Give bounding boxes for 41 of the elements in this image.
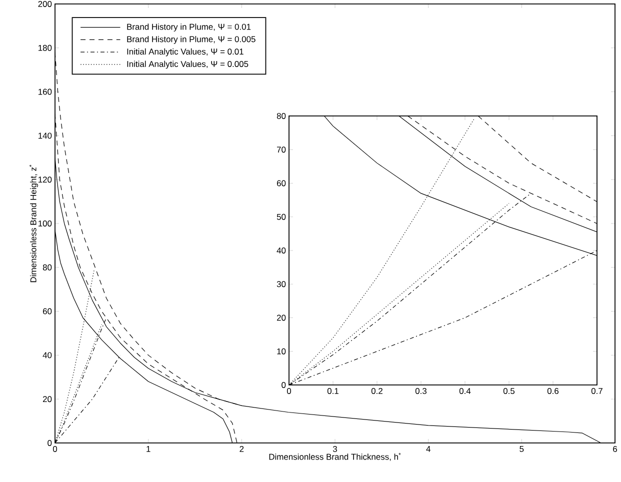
legend-label: Brand History in Plume, Ψ = 0.01: [127, 24, 251, 32]
y-tick-label: 40: [276, 247, 286, 254]
y-tick-label: 100: [38, 220, 52, 226]
legend-label: Brand History in Plume, Ψ = 0.005: [127, 36, 256, 44]
y-tick-label: 120: [38, 176, 52, 183]
x-tick-label: 0.4: [459, 388, 471, 394]
x-tick-label: 1: [146, 446, 150, 452]
y-tick-label: 30: [276, 281, 286, 288]
y-tick-label: 20: [42, 396, 52, 402]
y-tick-label: 20: [276, 314, 286, 321]
y-tick-label: 200: [38, 0, 52, 7]
y-tick-label: 60: [43, 308, 52, 314]
x-tick-label: 3: [332, 446, 337, 452]
legend-label: Initial Analytic Values, Ψ = 0.005: [127, 60, 248, 69]
x-tick-label: 6: [613, 446, 617, 452]
y-axis-title: Dimensionless Brand Height, z$^{*}$: [29, 164, 38, 282]
y-tick-label: 80: [276, 112, 286, 119]
x-tick-label: 0.2: [371, 388, 382, 394]
y-tick-label: 70: [277, 146, 286, 153]
x-tick-label: 0.1: [327, 388, 338, 394]
legend-label: Initial Analytic Values, Ψ = 0.01: [127, 48, 244, 56]
x-tick-label: 5: [520, 446, 524, 452]
x-axis-title: Dimensionless Brand Thickness, h$^{*}$: [269, 452, 401, 461]
y-tick-label: 80: [42, 264, 52, 270]
x-tick-label: 0.6: [547, 388, 559, 394]
x-tick-label: 0: [52, 446, 58, 452]
y-tick-label: 50: [276, 214, 286, 220]
x-tick-label: 0.3: [415, 388, 427, 394]
x-tick-label: 2: [240, 446, 244, 452]
y-tick-label: 60: [277, 180, 286, 186]
x-tick-label: 0: [286, 388, 292, 394]
x-tick-label: 0.7: [591, 388, 602, 394]
y-tick-label: 40: [42, 352, 52, 358]
y-tick-label: 10: [277, 348, 286, 354]
y-tick-label: 0: [48, 440, 52, 446]
y-tick-label: 180: [38, 44, 52, 51]
x-tick-label: 0.5: [503, 388, 515, 394]
x-tick-label: 4: [426, 446, 430, 452]
y-tick-label: 0: [282, 382, 286, 388]
y-tick-label: 140: [38, 132, 52, 139]
y-tick-label: 160: [38, 88, 52, 95]
